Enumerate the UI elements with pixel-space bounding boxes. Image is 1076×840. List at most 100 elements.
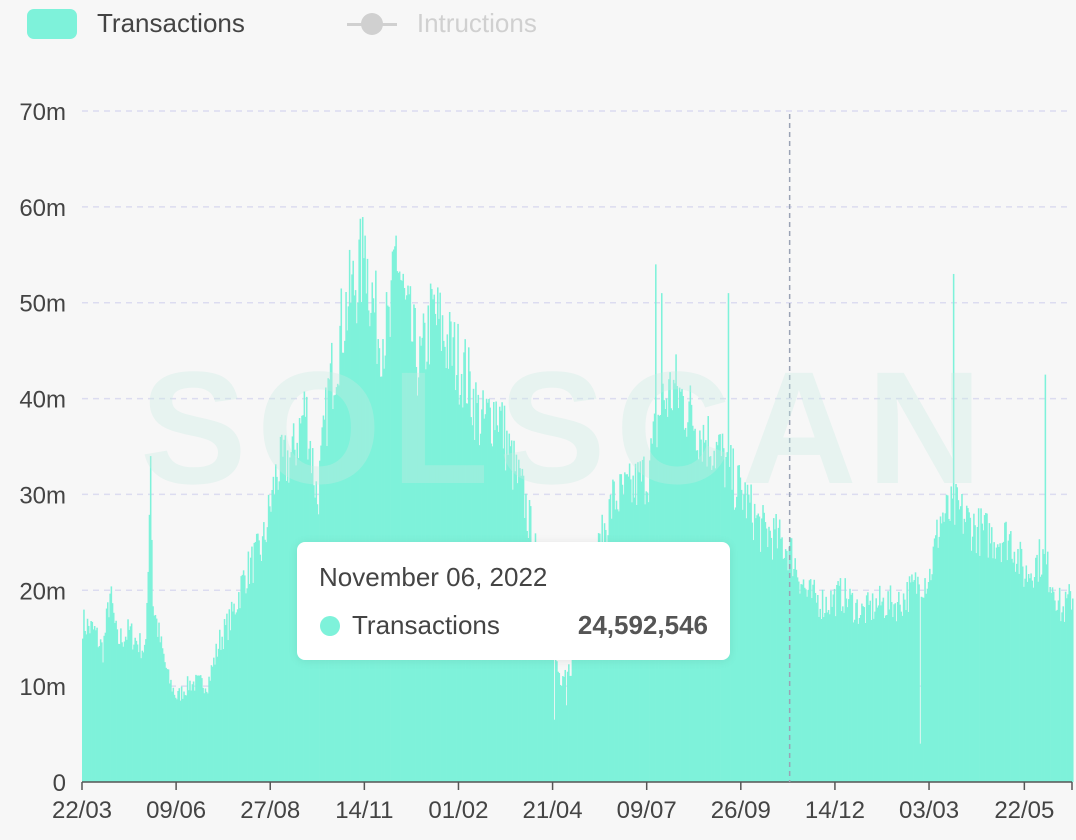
transaction-bar <box>141 650 144 782</box>
transaction-bar <box>768 526 770 782</box>
transaction-bar <box>193 690 196 782</box>
transaction-bar <box>98 646 101 782</box>
transaction-bar <box>292 423 295 782</box>
legend-item-instructions[interactable]: Intructions <box>346 8 537 39</box>
transaction-bar <box>272 476 275 782</box>
transaction-bar <box>742 509 744 782</box>
transaction-bar <box>737 465 739 782</box>
transaction-bar <box>552 647 555 782</box>
transaction-bar <box>756 515 758 782</box>
transaction-bar <box>122 646 125 782</box>
transaction-bar <box>207 693 209 782</box>
transaction-bar <box>904 599 906 782</box>
transaction-bar <box>774 529 776 782</box>
transaction-bar <box>269 506 271 782</box>
transaction-bar <box>1018 573 1020 782</box>
transaction-bar <box>564 669 567 782</box>
transaction-bar <box>209 680 212 782</box>
transaction-bar <box>363 258 365 782</box>
transaction-bar <box>887 591 889 782</box>
transaction-bar <box>839 578 842 782</box>
transaction-bar <box>406 295 408 782</box>
transaction-bar <box>161 648 164 782</box>
transaction-bar <box>781 537 783 782</box>
transaction-bar <box>133 644 135 782</box>
chart-tooltip: November 06, 2022 Transactions 24,592,54… <box>297 542 730 660</box>
transaction-bar <box>780 538 782 782</box>
transaction-bar <box>808 580 811 782</box>
line-series-icon <box>346 9 397 39</box>
transaction-bar <box>888 609 891 782</box>
transaction-bar <box>340 288 343 782</box>
transaction-bar <box>91 621 94 782</box>
transaction-bar <box>876 607 879 782</box>
transaction-bar <box>531 557 533 782</box>
transaction-bar <box>211 666 214 782</box>
transaction-bar <box>134 637 136 782</box>
transaction-bar <box>986 513 988 782</box>
transaction-bar <box>570 675 572 782</box>
transaction-bar <box>1020 548 1023 782</box>
transaction-bar <box>899 604 901 782</box>
transaction-bar <box>186 676 189 782</box>
transaction-bar <box>939 516 942 782</box>
transaction-bar <box>544 619 546 782</box>
transaction-bar <box>155 618 158 782</box>
transaction-bar <box>291 436 294 782</box>
transaction-bar <box>905 610 907 782</box>
transaction-bar <box>246 588 248 782</box>
transaction-bar <box>409 286 412 782</box>
transaction-bar <box>90 621 92 782</box>
transaction-bar <box>230 601 233 782</box>
transaction-bar <box>539 593 542 782</box>
transaction-bar <box>995 547 998 782</box>
transaction-bar <box>830 590 832 782</box>
transaction-bar <box>260 561 263 782</box>
transaction-bar <box>738 465 740 782</box>
transaction-bar <box>898 591 900 782</box>
transaction-bar <box>944 513 947 782</box>
legend-item-transactions[interactable]: Transactions <box>27 8 245 39</box>
transaction-bar <box>828 614 831 782</box>
transaction-bar <box>244 575 246 782</box>
transaction-bar <box>286 450 289 782</box>
transaction-bar <box>963 518 966 782</box>
transaction-bar <box>574 653 576 782</box>
transaction-bar <box>992 558 994 782</box>
transaction-bar <box>789 537 792 782</box>
transaction-bar <box>848 599 850 782</box>
transaction-bar <box>859 615 862 782</box>
transaction-bar <box>280 434 283 782</box>
transaction-bar <box>226 613 228 782</box>
transaction-bar <box>923 597 925 782</box>
transaction-bar <box>527 538 530 782</box>
transaction-bar <box>89 633 91 782</box>
transaction-bar <box>989 543 992 782</box>
transaction-bar <box>852 622 855 782</box>
transaction-bar <box>571 657 574 782</box>
transaction-bar <box>881 601 883 782</box>
transaction-bar <box>767 547 769 782</box>
transaction-bar <box>1041 574 1043 782</box>
transaction-bar <box>191 684 194 782</box>
transaction-bar <box>279 436 282 782</box>
transaction-bar <box>584 587 587 782</box>
x-tick-label: 26/09 <box>711 797 771 824</box>
transaction-bar <box>936 519 938 782</box>
transaction-bar <box>158 622 160 782</box>
transaction-bar <box>248 583 251 782</box>
transaction-bar <box>858 617 861 782</box>
transaction-bar <box>846 607 849 782</box>
transaction-bar <box>1004 522 1006 782</box>
transaction-bar <box>129 626 132 782</box>
transaction-bar <box>182 698 184 782</box>
transaction-bar <box>968 512 970 782</box>
transaction-bar <box>543 598 545 782</box>
transaction-bar <box>914 572 917 782</box>
transaction-bar <box>855 602 857 782</box>
transaction-bar <box>192 681 195 782</box>
transaction-bar <box>143 644 146 782</box>
transaction-bar <box>870 619 873 782</box>
transaction-bar <box>857 623 860 782</box>
transaction-bar <box>1000 562 1003 782</box>
